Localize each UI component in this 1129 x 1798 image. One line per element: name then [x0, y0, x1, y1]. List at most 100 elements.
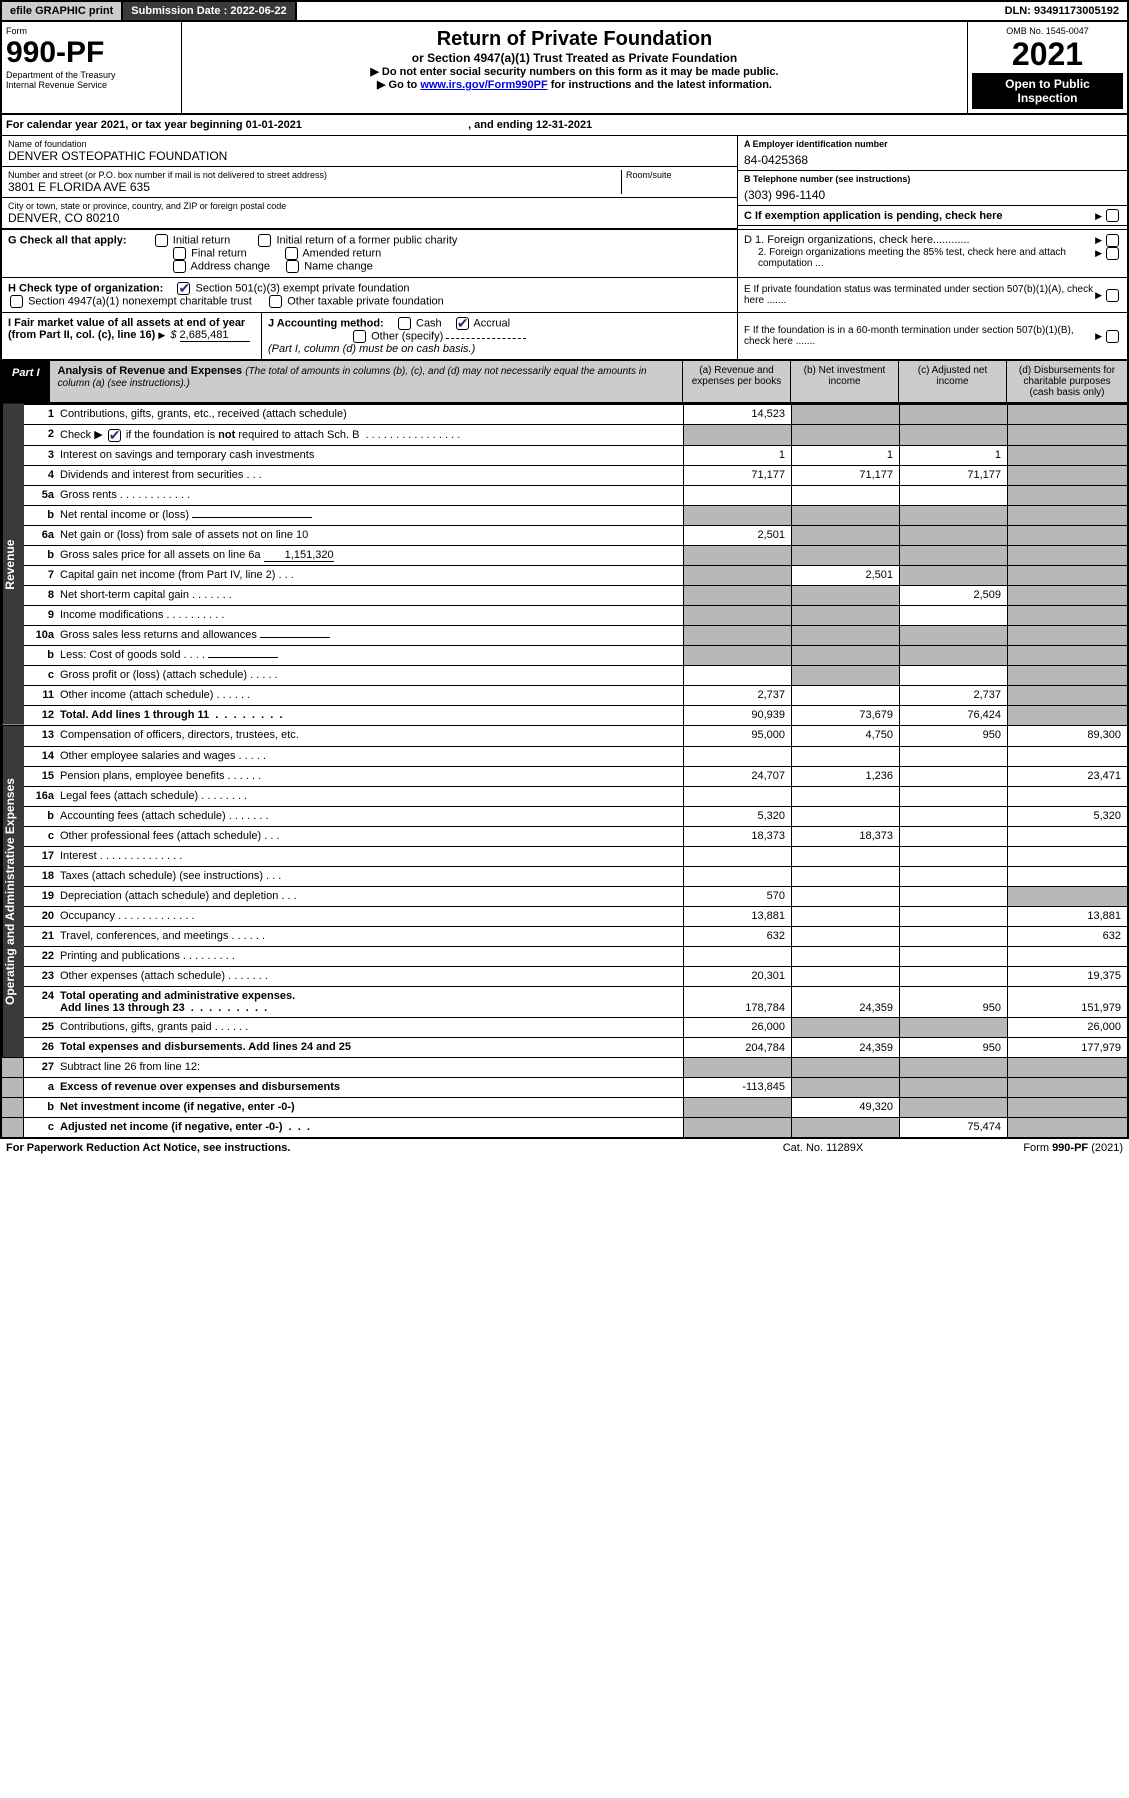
part1-tag: Part I — [2, 361, 50, 402]
col-a-val: 95,000 — [683, 726, 791, 746]
form-subtitle: or Section 4947(a)(1) Trust Treated as P… — [202, 51, 947, 65]
line-desc: Less: Cost of goods sold . . . . — [60, 646, 683, 665]
d2-85pct-checkbox[interactable] — [1106, 247, 1119, 260]
arrow-icon — [1095, 247, 1104, 269]
catalog-number: Cat. No. 11289X — [723, 1142, 923, 1154]
col-a-val — [683, 626, 791, 645]
line-no: 10a — [24, 626, 60, 645]
col-c-val — [899, 787, 1007, 806]
col-d-val: 19,375 — [1007, 967, 1127, 986]
checkboxes-section: G Check all that apply: Initial return I… — [0, 229, 1129, 361]
g-initial-former-checkbox[interactable] — [258, 234, 271, 247]
line-no: 20 — [24, 907, 60, 926]
g-address-change-checkbox[interactable] — [173, 260, 186, 273]
col-b-val — [791, 747, 899, 766]
line-no: 4 — [24, 466, 60, 485]
paperwork-notice: For Paperwork Reduction Act Notice, see … — [6, 1142, 723, 1154]
line-desc: Check ▶ if the foundation is not require… — [60, 425, 683, 445]
col-a-val — [683, 867, 791, 886]
instructions-link[interactable]: www.irs.gov/Form990PF — [420, 79, 547, 91]
col-b-val: 1,236 — [791, 767, 899, 786]
col-a-val: 13,881 — [683, 907, 791, 926]
col-d-val — [1007, 1078, 1127, 1097]
ein-label: A Employer identification number — [744, 139, 1121, 149]
col-c-val — [899, 887, 1007, 906]
col-c-val — [899, 405, 1007, 424]
line-no: 19 — [24, 887, 60, 906]
submission-label: Submission Date : — [131, 5, 227, 17]
col-c-val: 950 — [899, 987, 1007, 1017]
col-a-val — [683, 486, 791, 505]
col-b-val: 71,177 — [791, 466, 899, 485]
col-c-val — [899, 907, 1007, 926]
j-cash-basis-note: (Part I, column (d) must be on cash basi… — [268, 343, 475, 355]
g-label: G Check all that apply: — [8, 234, 127, 246]
col-c-val — [899, 486, 1007, 505]
col-b-val — [791, 666, 899, 685]
col-a-val: 26,000 — [683, 1018, 791, 1037]
e-terminated-checkbox[interactable] — [1106, 289, 1119, 302]
col-a-val — [683, 747, 791, 766]
col-c-val — [899, 1018, 1007, 1037]
col-b-val — [791, 947, 899, 966]
line-desc: Gross sales price for all assets on line… — [60, 546, 683, 565]
col-a-val: 24,707 — [683, 767, 791, 786]
arrow-icon — [1095, 289, 1104, 301]
col-d-val — [1007, 425, 1127, 445]
col-a-val: 632 — [683, 927, 791, 946]
col-b-val — [791, 927, 899, 946]
line-no: 25 — [24, 1018, 60, 1037]
line-desc: Pension plans, employee benefits . . . .… — [60, 767, 683, 786]
line-desc: Other employee salaries and wages . . . … — [60, 747, 683, 766]
j-opt-accrual: Accrual — [473, 317, 510, 329]
line-no: 15 — [24, 767, 60, 786]
g-opt-final: Final return — [191, 247, 247, 259]
col-b-val — [791, 1118, 899, 1137]
exemption-pending-checkbox[interactable] — [1106, 209, 1119, 222]
f-60month-checkbox[interactable] — [1106, 330, 1119, 343]
part1-grid: Revenue 1Contributions, gifts, grants, e… — [0, 404, 1129, 1139]
g-name-change-checkbox[interactable] — [286, 260, 299, 273]
line-no: 23 — [24, 967, 60, 986]
line-no: 21 — [24, 927, 60, 946]
col-a-val: 1 — [683, 446, 791, 465]
goto-line: ▶ Go to www.irs.gov/Form990PF for instru… — [202, 78, 947, 91]
col-d-val: 89,300 — [1007, 726, 1127, 746]
col-b-val: 2,501 — [791, 566, 899, 585]
h-other-taxable-checkbox[interactable] — [269, 295, 282, 308]
col-b-val — [791, 1018, 899, 1037]
h-501c3-checkbox[interactable] — [177, 282, 190, 295]
line-no: 3 — [24, 446, 60, 465]
line-desc: Dividends and interest from securities .… — [60, 466, 683, 485]
arrow-icon — [158, 329, 167, 341]
ssn-warning: ▶ Do not enter social security numbers o… — [202, 65, 947, 78]
h-4947-checkbox[interactable] — [10, 295, 23, 308]
schb-not-required-checkbox[interactable] — [108, 429, 121, 442]
col-a-val — [683, 566, 791, 585]
col-b-val — [791, 606, 899, 625]
col-b-val: 24,359 — [791, 1038, 899, 1057]
g-amended-checkbox[interactable] — [285, 247, 298, 260]
h-label: H Check type of organization: — [8, 282, 163, 294]
col-b-header: (b) Net investment income — [791, 361, 899, 402]
line-no: b — [24, 506, 60, 525]
col-b-val — [791, 506, 899, 525]
efile-print-label[interactable]: efile GRAPHIC print — [2, 2, 123, 20]
d1-foreign-checkbox[interactable] — [1106, 234, 1119, 247]
g-initial-return-checkbox[interactable] — [155, 234, 168, 247]
col-d-val — [1007, 947, 1127, 966]
j-accrual-checkbox[interactable] — [456, 317, 469, 330]
j-cash-checkbox[interactable] — [398, 317, 411, 330]
g-final-return-checkbox[interactable] — [173, 247, 186, 260]
col-c-val — [899, 807, 1007, 826]
col-a-val: 71,177 — [683, 466, 791, 485]
line-no: 17 — [24, 847, 60, 866]
col-d-val: 177,979 — [1007, 1038, 1127, 1057]
line-no: b — [24, 1098, 60, 1117]
h-opt-4947: Section 4947(a)(1) nonexempt charitable … — [28, 295, 252, 307]
line-no: 12 — [24, 706, 60, 725]
dept-treasury: Department of the Treasury — [6, 70, 177, 80]
col-a-val — [683, 1098, 791, 1117]
col-a-val — [683, 425, 791, 445]
j-other-checkbox[interactable] — [353, 330, 366, 343]
